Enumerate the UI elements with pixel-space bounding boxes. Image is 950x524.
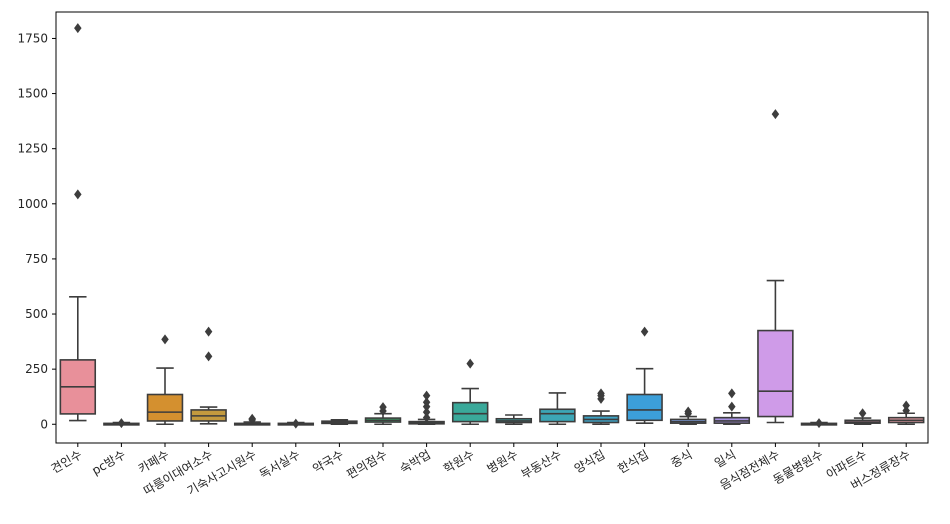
outlier-point <box>815 418 823 429</box>
box-iqr <box>451 401 489 423</box>
outlier-point <box>292 418 300 429</box>
plot-area-frame <box>55 11 929 444</box>
y-tick-label-750: 750 <box>25 252 48 266</box>
box-16 <box>757 109 794 424</box>
box-18 <box>844 408 881 426</box>
y-tick-label-1500: 1500 <box>17 87 48 101</box>
outlier-point <box>117 418 126 429</box>
outlier-point <box>902 400 910 411</box>
box-6 <box>321 419 358 426</box>
outlier-point <box>684 406 692 417</box>
y-tick-label-1000: 1000 <box>17 197 48 211</box>
box-10 <box>495 414 533 426</box>
box-17 <box>800 418 838 429</box>
outlier-point <box>74 189 82 200</box>
x-tick-label: 학원수 <box>441 447 477 476</box>
box-14 <box>669 406 707 426</box>
box-19 <box>887 400 925 426</box>
x-tick-label: 동물병원수 <box>771 447 826 487</box>
y-axis: 0 250 500 750 1000 1250 1500 1750 <box>17 31 56 431</box>
box-5 <box>277 418 315 429</box>
x-tick-label: 견인수 <box>49 447 85 476</box>
box-iqr <box>146 393 184 422</box>
box-15 <box>713 388 751 426</box>
outlier-point <box>771 109 780 120</box>
outlier-point <box>422 390 431 401</box>
boxes-group <box>59 23 925 429</box>
outlier-point <box>422 397 431 408</box>
outlier-point <box>379 402 387 413</box>
y-tick-label-250: 250 <box>25 362 48 376</box>
box-3 <box>190 326 227 425</box>
box-9 <box>451 358 489 426</box>
outlier-point <box>858 408 867 419</box>
box-11 <box>539 392 576 426</box>
outlier-point <box>204 326 213 337</box>
outlier-point <box>161 334 169 345</box>
outlier-point <box>640 326 649 337</box>
x-tick-label: 중식 <box>669 447 695 470</box>
x-tick-label: 일식 <box>712 447 738 470</box>
outlier-point <box>248 413 256 424</box>
outlier-point <box>728 388 736 399</box>
y-tick-label-1750: 1750 <box>17 31 48 45</box>
box-8 <box>408 390 445 426</box>
box-7 <box>364 402 402 426</box>
outlier-point <box>728 401 736 412</box>
box-4 <box>233 413 271 426</box>
y-tick-label-500: 500 <box>25 307 48 321</box>
box-iqr <box>626 393 663 422</box>
outlier-point <box>422 407 431 418</box>
x-tick-label: 독서실수 <box>257 447 302 481</box>
box-13 <box>626 326 663 424</box>
box-1 <box>103 418 140 429</box>
box-0 <box>59 23 97 422</box>
x-tick-label: pc방수 <box>89 447 127 477</box>
x-tick-label: 양식집 <box>572 447 608 476</box>
x-tick-label: 부동산수 <box>519 447 564 481</box>
outlier-point <box>466 358 474 369</box>
outlier-point <box>204 351 213 362</box>
x-tick-label: 한식집 <box>615 447 651 476</box>
outlier-point <box>422 412 431 423</box>
box-iqr <box>757 329 794 418</box>
outlier-point <box>597 388 605 399</box>
y-tick-label-0: 0 <box>40 417 48 431</box>
box-12 <box>582 388 620 426</box>
box-2 <box>146 334 184 426</box>
x-tick-label: 숙박업 <box>397 447 433 476</box>
x-tick-label: 약국수 <box>310 447 346 477</box>
outlier-point <box>902 405 910 416</box>
outlier-point <box>74 23 82 34</box>
x-tick-label: 편의점수 <box>344 447 389 481</box>
y-tick-label-1250: 1250 <box>17 142 48 156</box>
x-tick-label: 병원수 <box>485 447 521 476</box>
box-iqr <box>539 408 576 423</box>
